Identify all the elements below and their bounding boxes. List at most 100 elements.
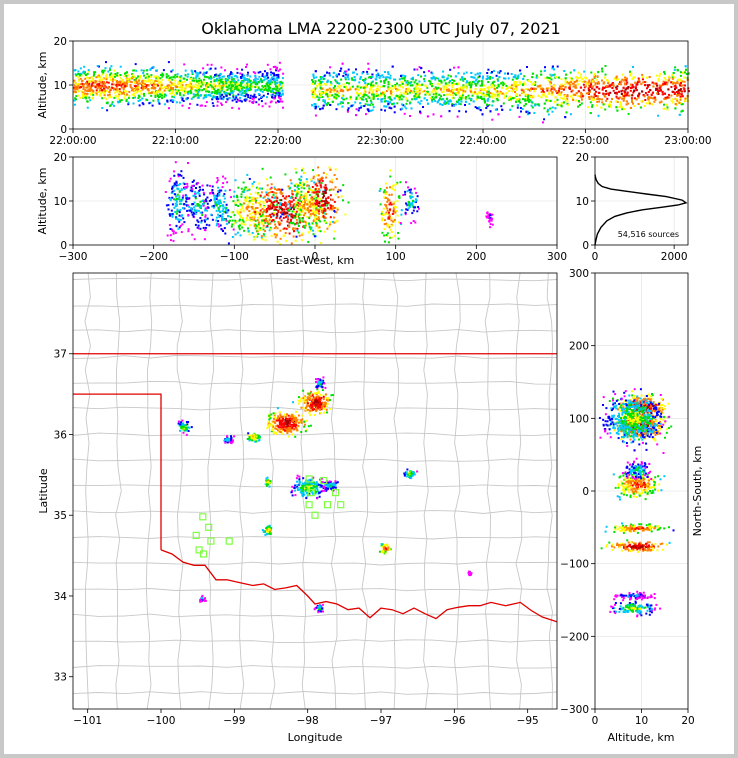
source-point (122, 92, 125, 95)
source-point (601, 67, 603, 70)
source-point (459, 94, 462, 97)
source-point (157, 84, 159, 87)
source-point (268, 199, 271, 202)
source-point (522, 81, 525, 84)
source-point (380, 92, 383, 95)
source-point (340, 78, 343, 81)
source-point (612, 83, 615, 86)
source-point (140, 87, 143, 89)
source-point (191, 71, 194, 74)
source-point (631, 77, 634, 80)
source-point (322, 99, 325, 102)
source-point (196, 204, 199, 207)
source-point (624, 93, 626, 95)
source-point (606, 92, 609, 95)
source-point (215, 98, 218, 101)
source-point (259, 209, 262, 212)
source-point (180, 188, 183, 191)
source-point (588, 89, 591, 92)
source-point (234, 83, 237, 86)
source-point (406, 99, 409, 102)
source-point (277, 73, 280, 76)
source-point (175, 195, 178, 198)
source-point (551, 67, 554, 70)
source-point (310, 179, 313, 182)
source-point (228, 87, 231, 90)
source-point (221, 103, 223, 106)
source-point (272, 203, 275, 206)
source-point (548, 91, 551, 94)
source-point (231, 223, 234, 226)
source-point (345, 70, 348, 73)
source-point (632, 91, 635, 94)
source-point (279, 229, 282, 232)
source-point (508, 95, 511, 98)
source-point (594, 82, 597, 85)
source-point (220, 89, 223, 92)
source-point (632, 66, 634, 68)
source-point (226, 98, 229, 101)
source-point (481, 98, 484, 100)
source-point (217, 223, 220, 226)
source-point (393, 105, 396, 108)
source-point (252, 196, 255, 199)
source-point (414, 98, 417, 101)
source-point (288, 195, 290, 198)
source-point (605, 90, 607, 92)
source-point (173, 94, 176, 96)
source-point (204, 105, 207, 107)
source-point (157, 98, 160, 101)
source-point (216, 91, 219, 94)
source-point (216, 194, 219, 197)
source-point (279, 83, 282, 86)
source-point (314, 88, 316, 91)
source-point (573, 81, 576, 83)
source-point (624, 83, 627, 86)
source-point (231, 81, 234, 84)
source-point (307, 207, 309, 210)
source-point (431, 85, 434, 88)
source-point (404, 84, 407, 87)
source-point (504, 94, 507, 97)
source-point (393, 111, 396, 114)
source-point (442, 85, 445, 88)
source-point (579, 76, 582, 79)
source-point (177, 184, 180, 187)
source-point (298, 198, 301, 200)
source-point (617, 97, 620, 100)
source-point (320, 92, 323, 95)
source-point (288, 213, 291, 216)
source-point (311, 79, 314, 81)
source-point (376, 85, 379, 88)
source-point (315, 221, 318, 224)
source-point (681, 90, 683, 93)
source-point (187, 92, 190, 95)
source-point (111, 103, 114, 106)
source-point (676, 94, 679, 97)
source-point (98, 82, 101, 85)
source-point (636, 83, 639, 86)
source-point (623, 79, 626, 82)
source-point (637, 103, 640, 105)
source-point (560, 78, 563, 81)
source-point (257, 225, 260, 228)
source-point (181, 86, 184, 89)
source-point (197, 90, 200, 93)
source-point (174, 210, 177, 213)
source-point (516, 104, 519, 107)
source-point (384, 79, 387, 82)
source-point (79, 96, 82, 99)
source-point (225, 101, 228, 104)
source-point (312, 205, 315, 208)
source-point (230, 71, 232, 74)
source-point (317, 83, 320, 86)
source-point (232, 87, 235, 90)
source-point (204, 198, 207, 201)
source-point (229, 92, 232, 95)
source-point (159, 88, 162, 91)
source-point (138, 104, 141, 107)
source-point (157, 94, 159, 97)
source-point (180, 199, 183, 201)
source-point (384, 76, 387, 79)
source-point (203, 193, 206, 196)
